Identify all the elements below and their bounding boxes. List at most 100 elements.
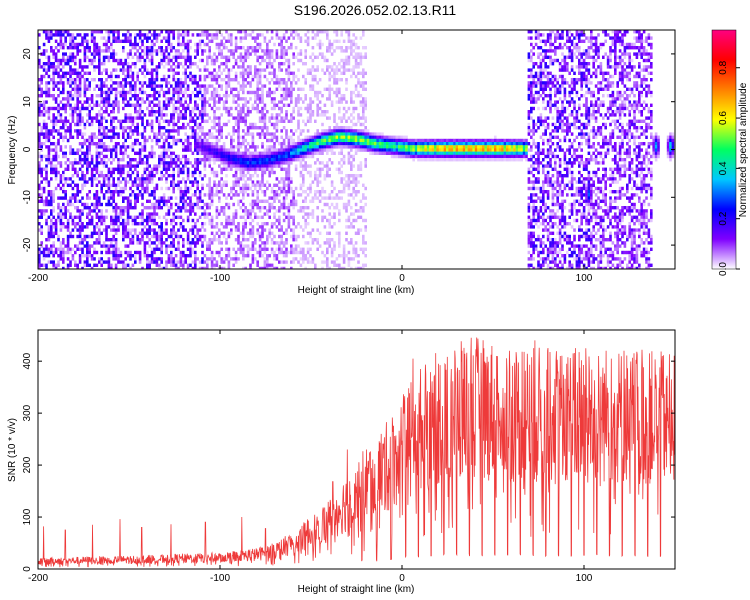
- heatmap-cell: [81, 183, 84, 187]
- heatmap-cell: [114, 209, 118, 213]
- heatmap-cell: [40, 113, 43, 117]
- heatmap-cell: [112, 81, 115, 85]
- heatmap-cell: [198, 148, 202, 152]
- heatmap-cell: [52, 158, 55, 162]
- heatmap-cell: [208, 74, 211, 79]
- heatmap-cell: [95, 142, 99, 146]
- heatmap-cell: [179, 87, 183, 91]
- heatmap-cell: [275, 116, 279, 120]
- heatmap-cell: [165, 30, 168, 34]
- heatmap-cell: [206, 33, 209, 37]
- heatmap-cell: [268, 58, 271, 63]
- heatmap-cell: [131, 94, 135, 98]
- heatmap-cell: [237, 158, 240, 162]
- heatmap-cell: [105, 202, 108, 207]
- heatmap-cell: [150, 190, 154, 194]
- heatmap-cell: [172, 257, 175, 261]
- heatmap-cell: [287, 148, 291, 152]
- heatmap-cell: [71, 55, 75, 59]
- heatmap-cell: [88, 177, 91, 181]
- heatmap-cell: [306, 129, 310, 133]
- heatmap-cell: [45, 170, 48, 175]
- heatmap-cell: [47, 90, 51, 95]
- heatmap-cell: [40, 193, 43, 197]
- heatmap-cell: [210, 158, 214, 162]
- heatmap-cell: [90, 97, 94, 101]
- heatmap-cell: [83, 177, 87, 181]
- heatmap-cell: [158, 161, 161, 165]
- heatmap-cell: [86, 158, 89, 162]
- heatmap-cell: [285, 145, 288, 149]
- heatmap-cell: [162, 100, 166, 104]
- heatmap-cell: [182, 260, 185, 264]
- heatmap-cell: [191, 250, 195, 255]
- heatmap-cell: [326, 202, 329, 207]
- heatmap-cell: [237, 148, 240, 152]
- heatmap-cell: [59, 81, 63, 85]
- heatmap-cell: [330, 215, 334, 219]
- heatmap-cell: [208, 116, 211, 120]
- heatmap-cell: [275, 74, 279, 79]
- heatmap-cell: [146, 122, 149, 127]
- heatmap-cell: [299, 154, 303, 159]
- heatmap-cell: [69, 90, 72, 95]
- heatmap-cell: [249, 122, 252, 127]
- heatmap-cell: [153, 94, 156, 98]
- heatmap-cell: [330, 247, 334, 251]
- heatmap-cell: [138, 39, 142, 43]
- heatmap-cell: [285, 116, 288, 120]
- heatmap-cell: [38, 78, 41, 82]
- heatmap-cell: [333, 145, 336, 149]
- heatmap-cell: [186, 177, 190, 181]
- heatmap-cell: [234, 183, 238, 187]
- heatmap-cell: [170, 97, 173, 101]
- heatmap-cell: [153, 212, 156, 216]
- heatmap-cell: [340, 30, 343, 34]
- heatmap-cell: [129, 238, 132, 242]
- heatmap-cell: [290, 244, 293, 248]
- heatmap-cell: [38, 161, 41, 165]
- heatmap-cell: [182, 241, 185, 245]
- heatmap-cell: [160, 106, 163, 111]
- heatmap-cell: [88, 122, 91, 127]
- heatmap-cell: [71, 228, 75, 232]
- heatmap-cell: [210, 215, 214, 219]
- heatmap-cell: [162, 158, 166, 162]
- heatmap-cell: [124, 78, 127, 82]
- heatmap-cell: [280, 225, 283, 229]
- heatmap-cell: [261, 126, 264, 130]
- heatmap-cell: [95, 113, 99, 117]
- heatmap-cell: [155, 78, 159, 82]
- heatmap-cell: [78, 78, 82, 82]
- heatmap-cell: [76, 42, 79, 47]
- heatmap-cell: [52, 170, 55, 175]
- heatmap-cell: [225, 110, 228, 114]
- heatmap-cell: [107, 129, 111, 133]
- heatmap-cell: [40, 215, 43, 219]
- heatmap-cell: [316, 135, 319, 139]
- heatmap-cell: [38, 263, 41, 267]
- heatmap-cell: [155, 247, 159, 251]
- heatmap-cell: [153, 215, 156, 219]
- heatmap-cell: [59, 135, 63, 139]
- heatmap-cell: [194, 263, 197, 267]
- heatmap-cell: [294, 250, 298, 255]
- heatmap-cell: [203, 151, 207, 155]
- heatmap-cell: [167, 142, 171, 146]
- heatmap-cell: [292, 62, 295, 66]
- heatmap-cell: [335, 122, 339, 127]
- heatmap-cell: [294, 186, 298, 191]
- heatmap-cell: [62, 46, 65, 50]
- heatmap-cell: [273, 97, 276, 101]
- heatmap-cell: [263, 116, 267, 120]
- heatmap-cell: [170, 202, 173, 207]
- heatmap-cell: [304, 266, 307, 269]
- heatmap-cell: [88, 142, 91, 146]
- heatmap-cell: [302, 62, 305, 66]
- heatmap-cell: [155, 103, 159, 107]
- heatmap-cell: [81, 254, 84, 258]
- heatmap-cell: [225, 87, 228, 91]
- heatmap-cell: [323, 87, 327, 91]
- heatmap-cell: [88, 164, 91, 168]
- heatmap-cell: [266, 55, 269, 59]
